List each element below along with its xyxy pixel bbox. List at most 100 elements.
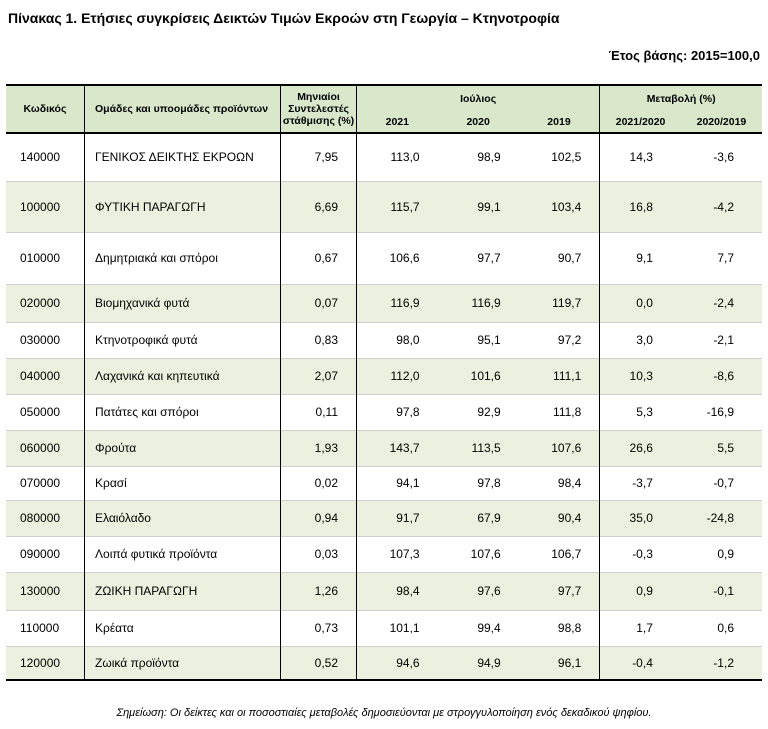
row-weight: 1,26 [280, 571, 357, 610]
row-name: Δημητριακά και σπόροι [84, 231, 281, 284]
header-2021: 2021 [355, 112, 438, 133]
row-value-2020: 99,1 [437, 180, 519, 232]
row-change-2020-2019: -24,8 [680, 499, 762, 536]
row-value-2019: 106,7 [518, 535, 600, 572]
row-change-2020-2019: -2,4 [680, 283, 762, 322]
row-value-2019: 102,5 [518, 132, 600, 181]
row-weight: 6,69 [280, 180, 357, 232]
row-code: 060000 [6, 429, 85, 466]
header-change: Μεταβολή (%) [599, 85, 762, 112]
row-change-2021-2020: 26,6 [599, 429, 681, 466]
row-value-2020: 92,9 [437, 393, 519, 430]
row-value-2019: 103,4 [518, 180, 600, 232]
row-name: Πατάτες και σπόροι [84, 393, 281, 430]
row-value-2021: 101,1 [355, 609, 438, 646]
row-name: Λοιπά φυτικά προϊόντα [84, 535, 281, 572]
header-groups: Ομάδες και υποομάδες προϊόντων [84, 85, 281, 133]
row-name: Φρούτα [84, 429, 281, 466]
row-weight: 0,02 [280, 465, 357, 500]
row-value-2019: 111,8 [518, 393, 600, 430]
header-code: Κωδικός [6, 85, 85, 133]
row-change-2020-2019: -0,7 [680, 465, 762, 500]
row-change-2021-2020: -3,7 [599, 465, 681, 500]
row-code: 120000 [6, 645, 85, 681]
header-change-2021-2020: 2021/2020 [599, 112, 681, 133]
row-change-2021-2020: 16,8 [599, 180, 681, 232]
row-weight: 0,11 [280, 393, 357, 430]
table-row: 060000 Φρούτα 1,93 143,7 113,5 107,6 26,6 5,5 [6, 429, 762, 466]
table-row: 100000 ΦΥΤΙΚΗ ΠΑΡΑΓΩΓΗ 6,69 115,7 99,1 103,4 1… [6, 180, 762, 232]
row-value-2021: 91,7 [355, 499, 438, 536]
row-value-2021: 107,3 [355, 535, 438, 572]
row-change-2021-2020: 35,0 [599, 499, 681, 536]
price-index-table: Κωδικός Ομάδες και υποομάδες προϊόντων Μ… [6, 84, 762, 681]
row-weight: 1,93 [280, 429, 357, 466]
row-code: 110000 [6, 609, 85, 646]
row-value-2019: 119,7 [518, 283, 600, 322]
row-change-2020-2019: -1,2 [680, 645, 762, 681]
row-change-2020-2019: -2,1 [680, 321, 762, 358]
table-row: 090000 Λοιπά φυτικά προϊόντα 0,03 107,3 107,… [6, 535, 762, 572]
row-value-2021: 94,1 [355, 465, 438, 500]
row-code: 040000 [6, 357, 85, 394]
row-name: Ελαιόλαδο [84, 499, 281, 536]
row-weight: 2,07 [280, 357, 357, 394]
row-value-2019: 107,6 [518, 429, 600, 466]
row-value-2021: 116,9 [355, 283, 438, 322]
row-value-2020: 95,1 [437, 321, 519, 358]
row-change-2020-2019: -8,6 [680, 357, 762, 394]
row-weight: 0,83 [280, 321, 357, 358]
table-row: 030000 Κτηνοτροφικά φυτά 0,83 98,0 95,1 97,2 3… [6, 321, 762, 358]
row-code: 130000 [6, 571, 85, 610]
row-weight: 0,67 [280, 231, 357, 284]
row-change-2021-2020: 5,3 [599, 393, 681, 430]
row-value-2020: 97,6 [437, 571, 519, 610]
row-weight: 0,52 [280, 645, 357, 681]
row-value-2019: 97,2 [518, 321, 600, 358]
row-value-2019: 90,4 [518, 499, 600, 536]
footnote: Σημείωση: Οι δείκτες και οι ποσοστιαίες … [116, 707, 652, 719]
row-change-2021-2020: 1,7 [599, 609, 681, 646]
row-code: 140000 [6, 132, 85, 181]
row-name: Κρασί [84, 465, 281, 500]
table-row: 020000 Βιομηχανικά φυτά 0,07 116,9 116,9 119,… [6, 283, 762, 322]
row-code: 090000 [6, 535, 85, 572]
row-name: Βιομηχανικά φυτά [84, 283, 281, 322]
row-name: ΓΕΝΙΚΟΣ ΔΕΙΚΤΗΣ ΕΚΡΟΩΝ [84, 132, 281, 181]
table-row: 040000 Λαχανικά και κηπευτικά 2,07 112,0 101… [6, 357, 762, 394]
row-value-2021: 112,0 [355, 357, 438, 394]
row-change-2021-2020: -0,4 [599, 645, 681, 681]
table-title: Πίνακας 1. Ετήσιες συγκρίσεις Δεικτών Τι… [8, 10, 560, 26]
row-value-2020: 99,4 [437, 609, 519, 646]
row-code: 020000 [6, 283, 85, 322]
row-weight: 7,95 [280, 132, 357, 181]
row-value-2020: 107,6 [437, 535, 519, 572]
header-change-2020-2019: 2020/2019 [680, 112, 762, 133]
table-row: 050000 Πατάτες και σπόροι 0,11 97,8 92,9 111,… [6, 393, 762, 430]
row-value-2019: 111,1 [518, 357, 600, 394]
row-change-2020-2019: -4,2 [680, 180, 762, 232]
row-code: 050000 [6, 393, 85, 430]
row-value-2020: 94,9 [437, 645, 519, 681]
header-july: Ιούλιος [355, 85, 600, 112]
row-value-2019: 90,7 [518, 231, 600, 284]
row-value-2021: 97,8 [355, 393, 438, 430]
row-change-2020-2019: 5,5 [680, 429, 762, 466]
row-name: ΖΩΙΚΗ ΠΑΡΑΓΩΓΗ [84, 571, 281, 610]
row-change-2021-2020: 9,1 [599, 231, 681, 284]
row-change-2021-2020: 0,0 [599, 283, 681, 322]
row-value-2020: 98,9 [437, 132, 519, 181]
table-row: 110000 Κρέατα 0,73 101,1 99,4 98,8 1,7 0,6 [6, 609, 762, 646]
row-weight: 0,03 [280, 535, 357, 572]
row-value-2021: 106,6 [355, 231, 438, 284]
row-name: Ζωικά προϊόντα [84, 645, 281, 681]
row-change-2021-2020: 14,3 [599, 132, 681, 181]
row-change-2020-2019: -3,6 [680, 132, 762, 181]
row-value-2020: 116,9 [437, 283, 519, 322]
row-change-2021-2020: 3,0 [599, 321, 681, 358]
header-weights: Μηνιαίοι Συντελεστές στάθμισης (%) [280, 85, 357, 133]
row-value-2019: 97,7 [518, 571, 600, 610]
row-name: Λαχανικά και κηπευτικά [84, 357, 281, 394]
table-row: 070000 Κρασί 0,02 94,1 97,8 98,4 -3,7 -0,7 [6, 465, 762, 500]
base-year: Έτος βάσης: 2015=100,0 [608, 48, 760, 63]
